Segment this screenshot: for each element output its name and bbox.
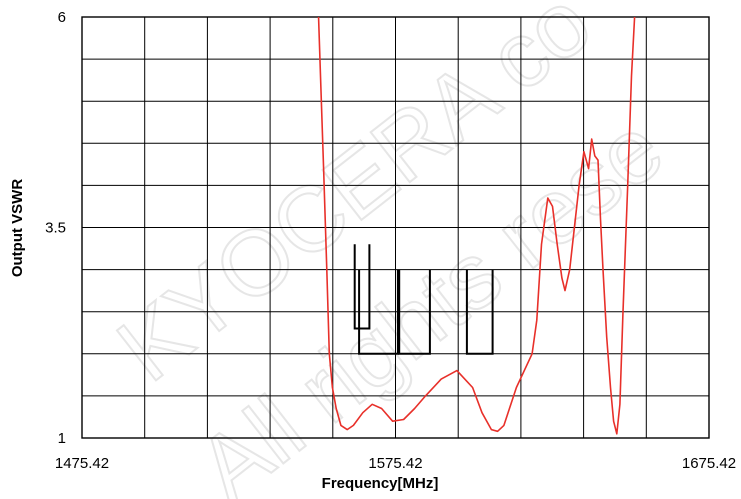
plot-frame [81, 16, 710, 439]
y-tick-label-1: 1 [58, 430, 66, 447]
watermark: KYOCERA co All rights rese [99, 0, 683, 499]
series-group [317, 17, 636, 435]
series-line-1 [317, 17, 636, 435]
x-axis-label: Frequency[MHz] [322, 475, 439, 492]
limit-marker-2 [358, 269, 399, 355]
limit-marker-4 [465, 269, 494, 355]
limit-marker-3 [398, 269, 431, 355]
limit-markers [353, 244, 494, 355]
y-tick-label-3: 6 [58, 9, 66, 26]
y-axis-label: Output VSWR [9, 179, 26, 277]
x-tick-label-3: 1675.42 [682, 455, 736, 472]
limit-marker-1 [353, 244, 371, 330]
tick-labels: 1475.42 1575.42 1675.42 1 3.5 6 [45, 9, 736, 472]
y-tick-label-2: 3.5 [45, 220, 66, 237]
x-tick-label-2: 1575.42 [368, 455, 422, 472]
x-tick-label-1: 1475.42 [55, 455, 109, 472]
